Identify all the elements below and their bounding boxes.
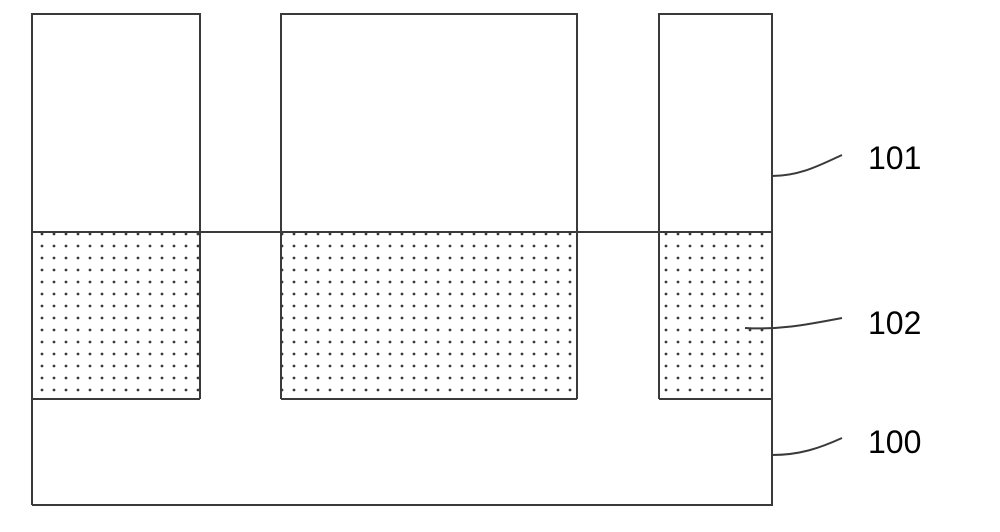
diagram-svg (0, 0, 1000, 532)
ref-label-101: 101 (868, 140, 921, 177)
leader-line (772, 438, 842, 455)
ref-label-100: 100 (868, 424, 921, 461)
ref-label-102: 102 (868, 305, 921, 342)
isolation-region (659, 232, 772, 399)
isolation-regions (32, 232, 772, 399)
diagram-canvas: 101 102 100 (0, 0, 1000, 532)
isolation-region (281, 232, 577, 399)
leader-line (772, 155, 842, 176)
isolation-region (32, 232, 200, 399)
